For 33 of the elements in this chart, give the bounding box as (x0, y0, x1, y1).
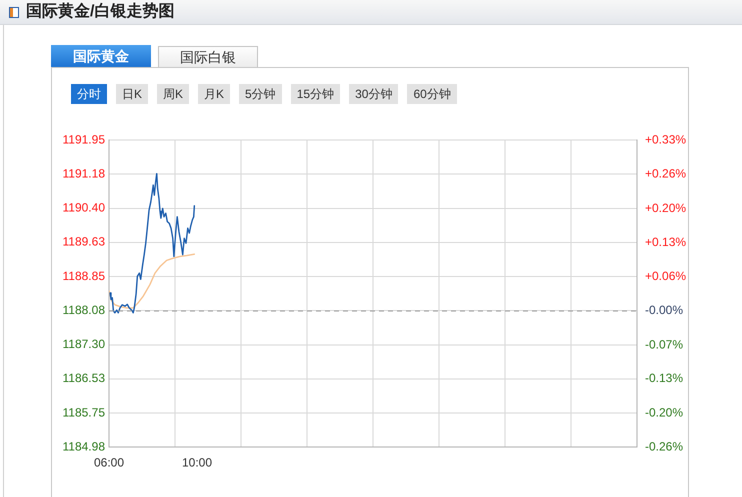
y2-tick-label: +0.33% (645, 132, 686, 147)
x-tick-label: 10:00 (182, 456, 212, 470)
y-tick-label: 1188.85 (62, 268, 106, 283)
tab[interactable]: 国际白银 (158, 46, 258, 67)
chart-title: 国际黄金/白银走势图 (26, 3, 174, 21)
y-tick-label: 1184.98 (62, 439, 106, 454)
y-tick-label: 1191.18 (62, 166, 106, 180)
y-tick-label: 1185.75 (62, 405, 106, 420)
button[interactable]: 30分钟 (349, 84, 398, 104)
button[interactable]: 5分钟 (239, 84, 282, 104)
x-tick-label: 06:00 (94, 456, 124, 470)
button[interactable]: 分时 (71, 84, 107, 104)
button[interactable]: 60分钟 (407, 84, 457, 104)
y-tick-label: 1190.40 (62, 200, 106, 215)
y2-tick-label: -0.13% (645, 370, 684, 385)
y2-tick-label: +0.13% (645, 234, 686, 249)
y2-tick-label: +0.06% (645, 268, 686, 283)
button[interactable]: 日K (116, 84, 148, 104)
y2-tick-label: -0.00% (645, 302, 684, 317)
button[interactable]: 15分钟 (290, 84, 340, 104)
y-tick-label: 1189.63 (62, 234, 106, 249)
y-tick-label: 1191.95 (62, 132, 106, 147)
y-tick-label: 1186.53 (62, 371, 106, 386)
y-tick-label: 1187.30 (62, 337, 106, 352)
y2-tick-label: -0.07% (645, 337, 684, 352)
y2-tick-label: -0.26% (645, 439, 684, 454)
y2-tick-label: +0.20% (645, 200, 686, 215)
y2-tick-label: -0.20% (645, 405, 684, 420)
tab[interactable]: 国际黄金 (51, 45, 151, 67)
y2-tick-label: +0.26% (645, 166, 686, 180)
y-tick-label: 1188.08 (62, 302, 106, 317)
button[interactable]: 月K (198, 84, 230, 104)
button[interactable]: 周K (157, 84, 190, 104)
